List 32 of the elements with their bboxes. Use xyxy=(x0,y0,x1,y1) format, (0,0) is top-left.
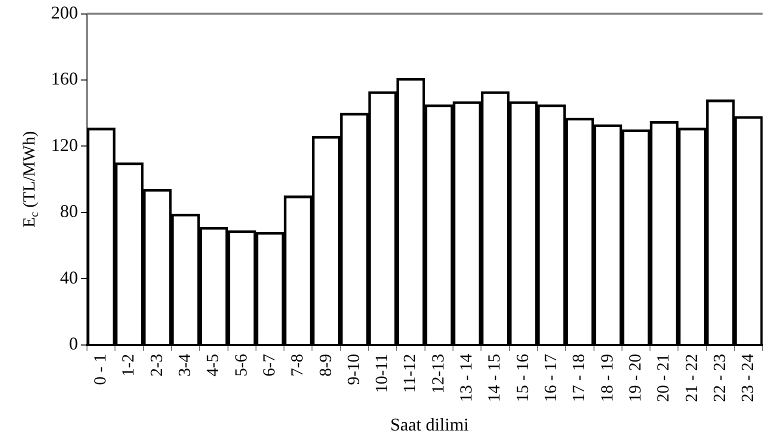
x-tick-label: 19 - 20 xyxy=(625,354,644,402)
x-axis-title: Saat dilimi xyxy=(390,414,469,435)
x-tick-label: 15 - 16 xyxy=(512,354,532,402)
y-tick-label: 120 xyxy=(51,134,78,155)
x-tick-label: 18 - 19 xyxy=(597,354,616,402)
x-tick-label: 9-10 xyxy=(344,354,363,386)
y-tick-label: 80 xyxy=(60,201,78,222)
x-tick-label: 20 - 21 xyxy=(654,354,673,402)
x-tick-label: 6-7 xyxy=(259,353,278,377)
x-tick-label: 3-4 xyxy=(175,353,194,377)
y-tick-label: 0 xyxy=(69,334,78,354)
x-tick-label: 16 - 17 xyxy=(540,353,560,402)
y-tick-label: 160 xyxy=(51,68,78,89)
x-tick-label: 14 - 15 xyxy=(484,354,504,402)
x-tick-label: 4-5 xyxy=(203,354,222,377)
x-tick-label: 12-13 xyxy=(428,354,448,394)
y-axis-title: Ec (TL/MWh) xyxy=(19,131,42,228)
x-tick-label: 13 - 14 xyxy=(456,353,476,402)
x-tick-label: 22 - 23 xyxy=(710,354,729,402)
y-tick-label: 40 xyxy=(60,267,78,288)
x-tick-label: 2-3 xyxy=(146,354,166,377)
x-tick-label: 7-8 xyxy=(288,354,307,377)
y-tick-label: 200 xyxy=(51,2,78,23)
x-tick-label: 11-12 xyxy=(400,354,420,393)
x-tick-label: 23 - 24 xyxy=(738,353,758,402)
x-tick-label: 5-6 xyxy=(231,354,250,377)
x-tick-label: 17 - 18 xyxy=(569,354,588,402)
x-tick-label: 0 - 1 xyxy=(90,354,110,386)
x-tick-label: 10-11 xyxy=(372,354,392,393)
x-tick-label: 8-9 xyxy=(316,354,335,377)
x-tick-label: 1-2 xyxy=(118,354,138,377)
x-tick-label: 21 - 22 xyxy=(682,354,701,402)
